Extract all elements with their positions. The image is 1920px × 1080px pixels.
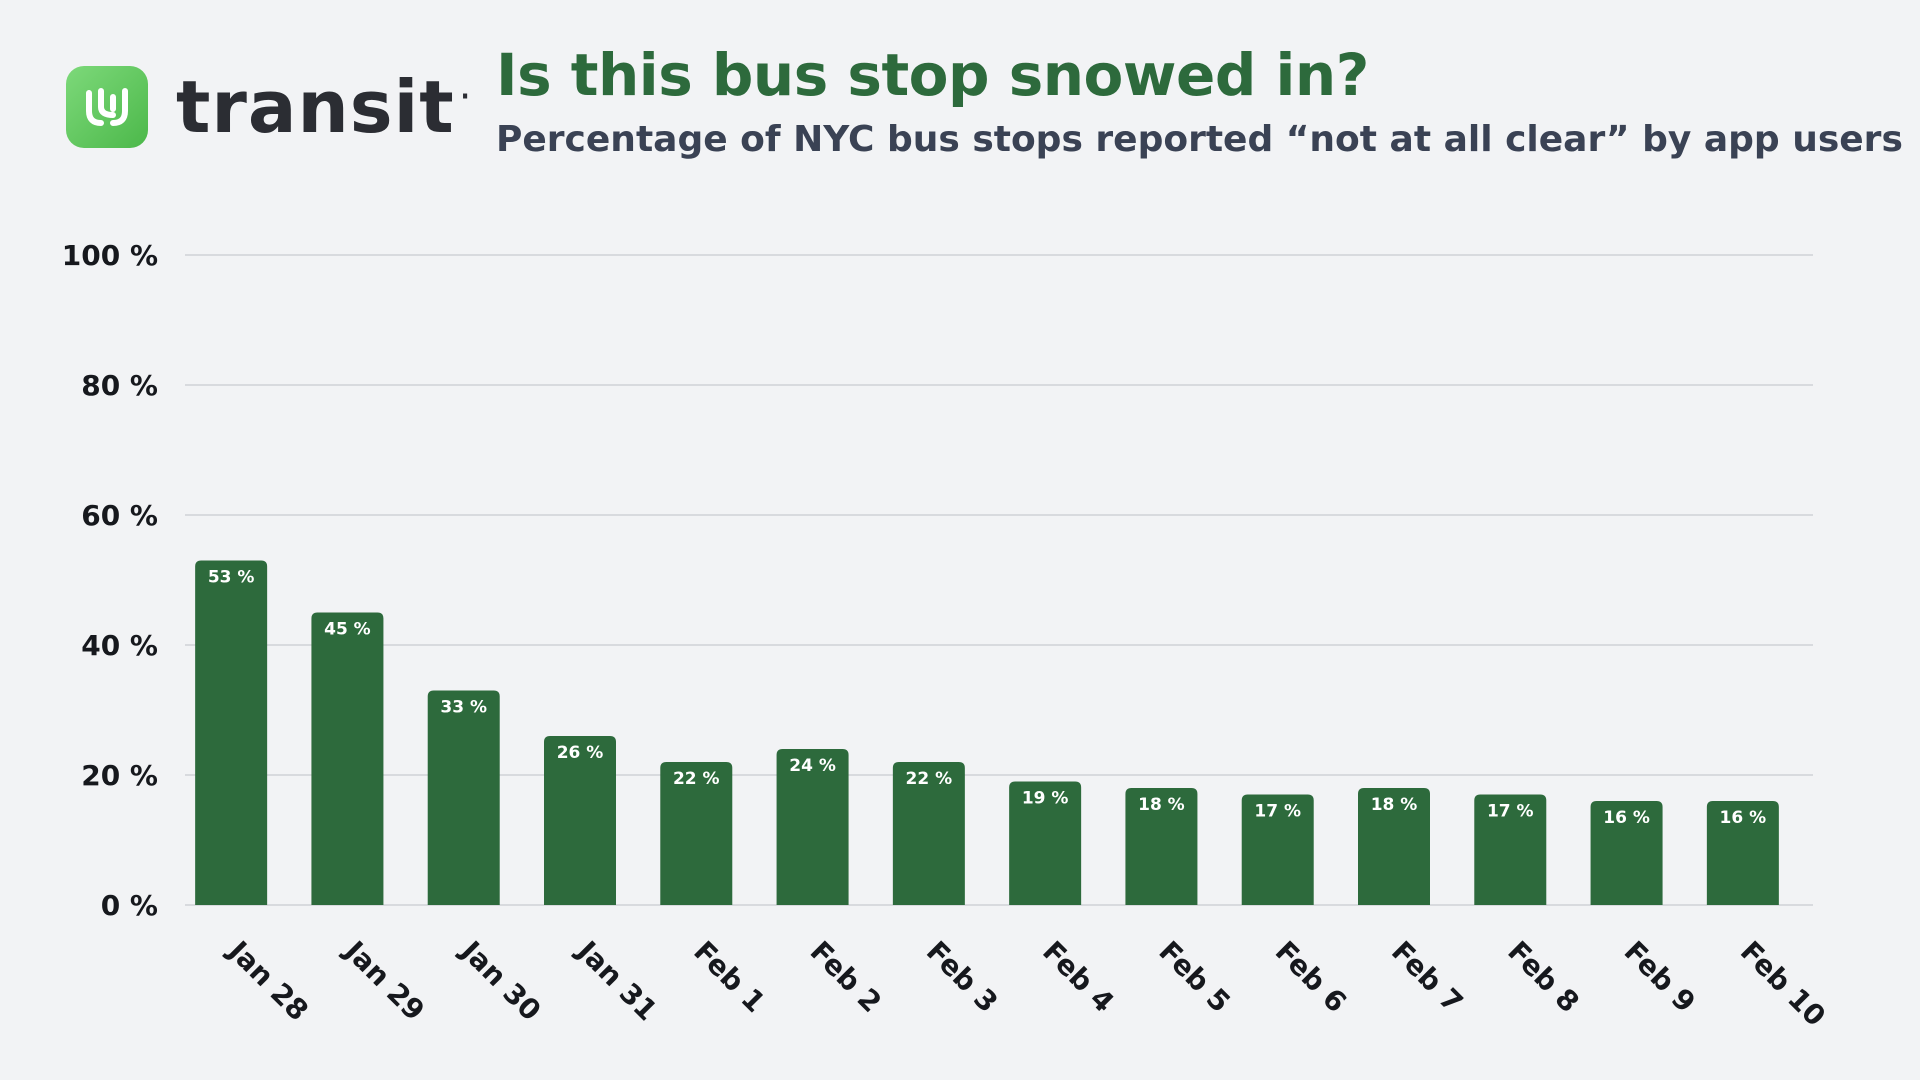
y-tick-label: 0 % bbox=[101, 889, 158, 922]
bar bbox=[427, 690, 500, 905]
data-label: 45 % bbox=[324, 620, 371, 640]
brand-dot: · bbox=[458, 74, 472, 120]
data-label: 24 % bbox=[789, 756, 836, 776]
data-label: 53 % bbox=[208, 568, 255, 588]
x-tick-label: Jan 30 bbox=[453, 933, 547, 1027]
x-tick-label: Jan 29 bbox=[337, 933, 431, 1027]
x-tick-label: Feb 1 bbox=[687, 935, 771, 1019]
x-tick-label: Feb 5 bbox=[1152, 935, 1236, 1019]
y-tick-label: 60 % bbox=[81, 499, 158, 532]
data-label: 18 % bbox=[1138, 795, 1185, 815]
x-tick-label: Feb 8 bbox=[1501, 935, 1585, 1019]
x-tick-label: Feb 10 bbox=[1734, 935, 1832, 1033]
bar bbox=[544, 736, 616, 905]
y-tick-label: 100 % bbox=[62, 239, 158, 272]
data-label: 16 % bbox=[1720, 808, 1767, 828]
data-label: 22 % bbox=[673, 769, 720, 789]
data-label: 33 % bbox=[440, 698, 487, 718]
bar bbox=[660, 762, 733, 905]
x-tick-label: Feb 4 bbox=[1036, 935, 1120, 1019]
transit-logo-icon bbox=[66, 66, 148, 148]
x-tick-label: Feb 9 bbox=[1618, 935, 1702, 1019]
bar bbox=[1474, 794, 1547, 905]
chart-subtitle: Percentage of NYC bus stops reported “no… bbox=[496, 119, 1903, 160]
x-tick-label: Feb 6 bbox=[1269, 935, 1353, 1019]
x-tick-label: Feb 2 bbox=[804, 935, 888, 1019]
bar bbox=[1358, 788, 1430, 905]
x-tick-label: Jan 28 bbox=[221, 933, 315, 1027]
brand-logo: transit · bbox=[66, 66, 471, 148]
bar bbox=[1590, 801, 1663, 905]
data-label: 16 % bbox=[1603, 808, 1650, 828]
bar bbox=[1125, 788, 1198, 905]
data-label: 17 % bbox=[1254, 802, 1301, 822]
y-tick-label: 40 % bbox=[81, 629, 158, 662]
bar bbox=[892, 762, 965, 905]
bar bbox=[1706, 801, 1779, 905]
data-label: 19 % bbox=[1022, 789, 1069, 809]
data-label: 17 % bbox=[1487, 802, 1534, 822]
x-tick-label: Feb 7 bbox=[1385, 935, 1469, 1019]
chart-title: Is this bus stop snowed in? bbox=[496, 41, 1369, 109]
bar bbox=[1009, 781, 1082, 905]
y-tick-label: 80 % bbox=[81, 369, 158, 402]
y-tick-label: 20 % bbox=[81, 759, 158, 792]
x-tick-label: Jan 31 bbox=[570, 933, 664, 1027]
bar bbox=[311, 612, 384, 905]
data-label: 26 % bbox=[557, 743, 604, 763]
data-label: 18 % bbox=[1371, 795, 1418, 815]
bar bbox=[1241, 794, 1314, 905]
data-label: 22 % bbox=[906, 769, 953, 789]
x-tick-label: Feb 3 bbox=[920, 935, 1004, 1019]
brand-name: transit bbox=[176, 65, 455, 149]
bar bbox=[776, 749, 849, 905]
bar bbox=[195, 560, 268, 905]
